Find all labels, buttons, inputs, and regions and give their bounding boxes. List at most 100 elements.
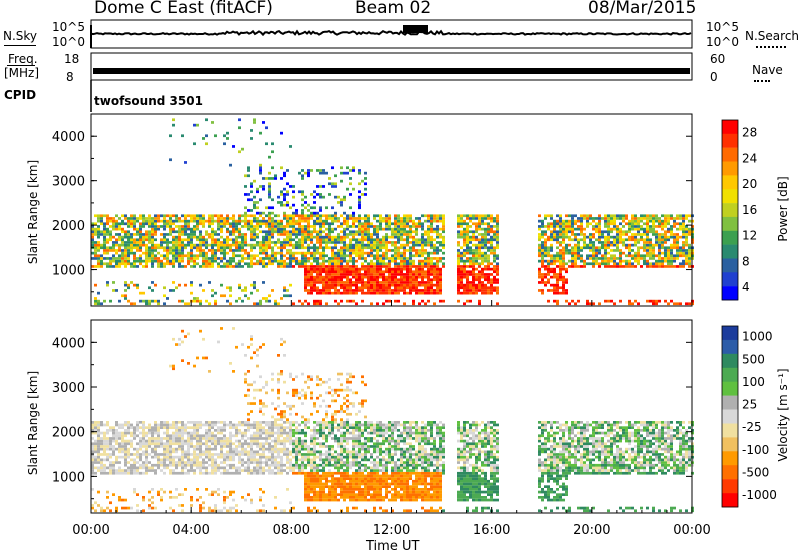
heatmap-cell [364,177,367,180]
heatmap-cell [571,225,574,228]
heatmap-cell [202,217,205,220]
heatmap-cell [568,219,571,223]
heatmap-cell [100,243,103,247]
heatmap-cell [307,238,310,242]
heatmap-cell [238,214,241,218]
heatmap-cell [412,302,415,306]
heatmap-cell [619,254,622,258]
heatmap-cell [388,281,391,284]
heatmap-cell [457,289,460,292]
heatmap-cell [481,270,484,274]
heatmap-cell [250,190,253,194]
heatmap-cell [262,453,265,456]
heatmap-cell [151,217,154,220]
heatmap-cell [199,235,202,239]
heatmap-cell [175,257,178,260]
heatmap-cell [658,235,661,239]
heatmap-cell [364,281,367,284]
heatmap-cell [670,262,673,266]
heatmap-cell [628,230,631,234]
heatmap-cell [376,270,379,274]
heatmap-cell [619,217,622,220]
heatmap-cell [331,217,334,220]
heatmap-cell [97,447,100,451]
heatmap-cell [268,259,271,263]
heatmap-cell [127,429,130,432]
heatmap-cell [394,257,397,260]
heatmap-cell [559,217,562,220]
heatmap-cell [565,235,568,239]
heatmap-cell [541,230,544,234]
heatmap-cell [103,227,106,231]
heatmap-cell [682,214,685,218]
heatmap-cell [370,251,373,255]
heatmap-cell [361,289,364,292]
heatmap-cell [220,246,223,250]
heatmap-cell [235,246,238,250]
heatmap-cell [244,286,247,290]
heatmap-cell [106,249,109,252]
heatmap-cell [598,249,601,252]
heatmap-cell [127,230,130,234]
heatmap-cell [211,257,214,260]
heatmap-cell [637,227,640,231]
heatmap-cell [256,206,259,210]
heatmap-cell [97,249,100,252]
heatmap-cell [256,509,259,513]
heatmap-cell [481,222,484,226]
heatmap-cell [157,251,160,255]
heatmap-cell [625,214,628,218]
heatmap-cell [463,267,466,271]
ytick-label: 4000 [52,130,85,145]
heatmap-cell [433,291,436,295]
heatmap-cell [403,243,406,247]
heatmap-cell [316,265,319,268]
heatmap-cell [577,233,580,236]
heatmap-cell [247,445,250,448]
heatmap-cell [229,163,232,167]
heatmap-cell [583,265,586,268]
colorbar-swatch [722,175,738,190]
heatmap-cell [151,496,154,499]
heatmap-cell [178,283,181,287]
heatmap-cell [457,275,460,279]
heatmap-cell [373,286,376,290]
heatmap-cell [265,243,268,247]
heatmap-cell [232,506,235,510]
heatmap-cell [106,496,109,499]
heatmap-cell [199,466,202,470]
heatmap-cell [418,291,421,295]
heatmap-cell [646,299,649,303]
heatmap-cell [682,235,685,239]
heatmap-cell [208,243,211,247]
heatmap-cell [301,193,304,196]
heatmap-cell [130,458,133,462]
heatmap-cell [361,227,364,231]
heatmap-cell [361,262,364,266]
heatmap-cell [280,262,283,266]
heatmap-cell [181,233,184,236]
heatmap-cell [148,251,151,255]
heatmap-cell [403,251,406,255]
heatmap-cell [412,235,415,239]
heatmap-cell [232,453,235,456]
heatmap-cell [163,294,166,298]
heatmap-cell [343,283,346,287]
heatmap-cell [178,426,181,429]
heatmap-cell [493,249,496,252]
heatmap-cell [136,509,139,513]
heatmap-cell [556,275,559,279]
heatmap-cell [322,251,325,255]
heatmap-cell [310,257,313,260]
heatmap-cell [256,450,259,454]
heatmap-cell [295,211,298,215]
heatmap-cell [460,283,463,287]
heatmap-cell [316,262,319,266]
heatmap-cell [166,238,169,242]
heatmap-cell [460,291,463,295]
heatmap-cell [91,437,94,440]
heatmap-cell [169,423,172,427]
heatmap-cell [331,249,334,252]
heatmap-cell [439,259,442,263]
heatmap-cell [406,230,409,234]
